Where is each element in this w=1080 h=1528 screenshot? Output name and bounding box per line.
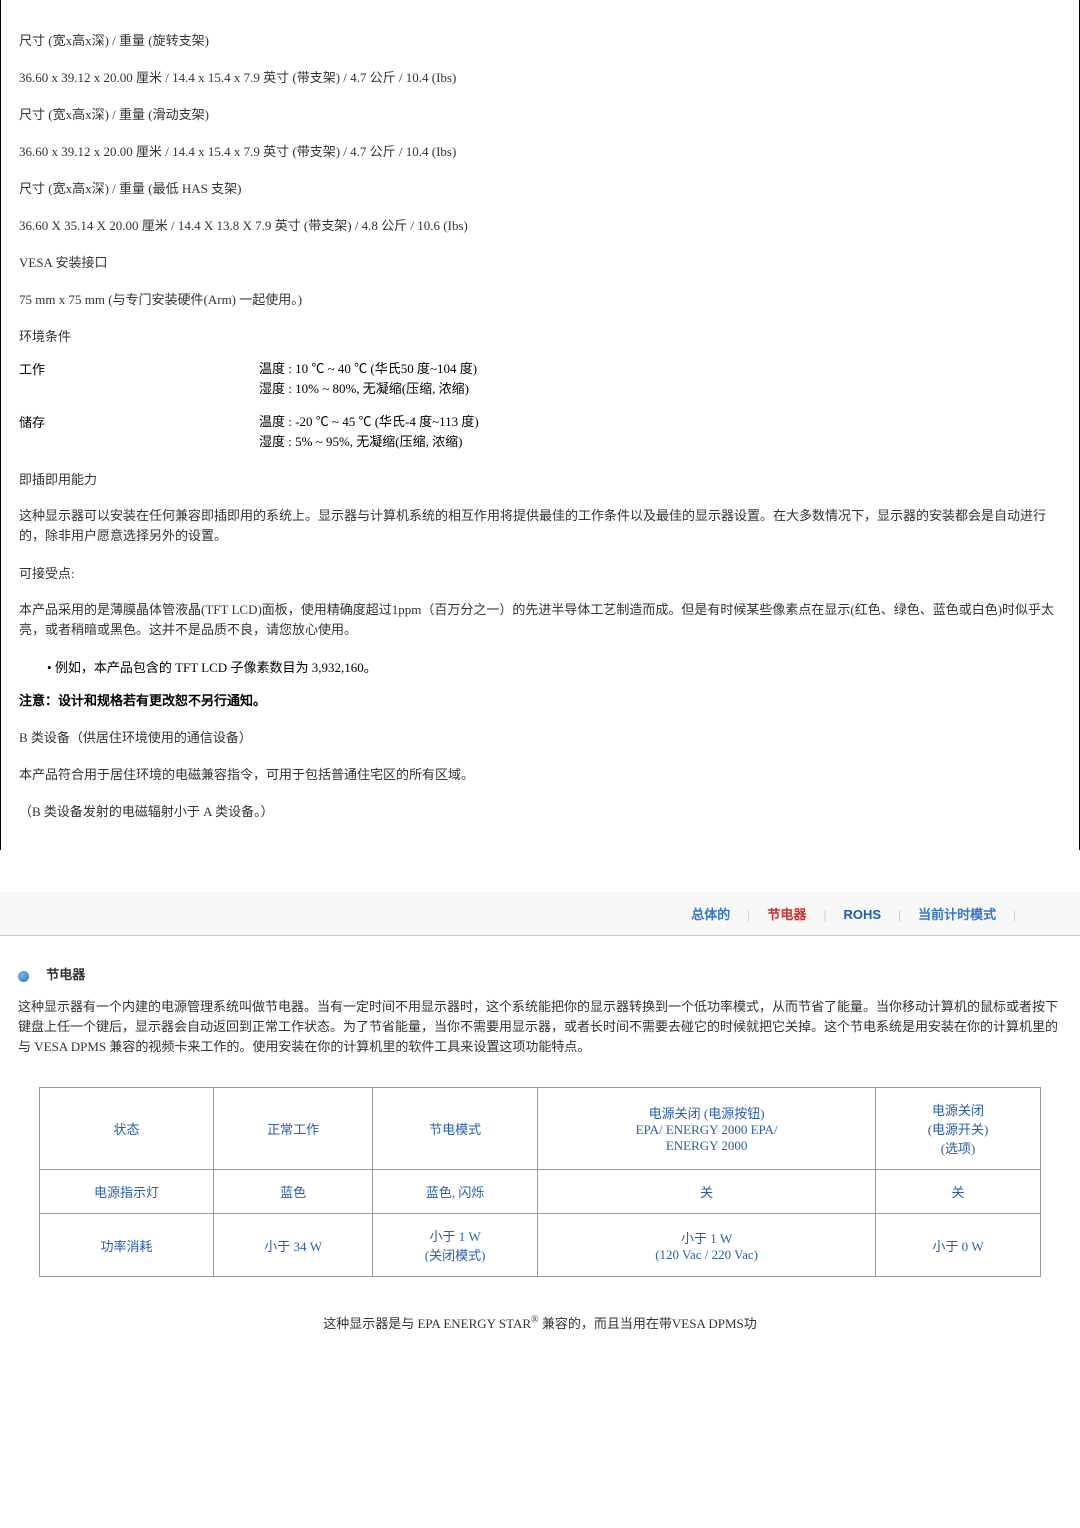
work-label: 工作: [19, 359, 259, 398]
dim3-value: 36.60 X 35.14 X 20.00 厘米 / 14.4 X 13.8 X…: [19, 215, 1061, 234]
accept-text: 本产品采用的是薄膜晶体管液晶(TFT LCD)面板，使用精确度超过1ppm（百万…: [19, 600, 1061, 639]
section-header: 节电器: [18, 964, 1062, 983]
tab-bar: 总体的 | 节电器 | ROHS | 当前计时模式 |: [0, 892, 1080, 936]
store-temp: 温度 : -20 ℃ ~ 45 ℃ (华氏-4 度~113 度): [259, 412, 479, 432]
pwr-off-btn: 小于 1 W (120 Vac / 220 Vac): [538, 1214, 876, 1277]
dim1-label: 尺寸 (宽x高x深) / 重量 (旋转支架): [19, 30, 1061, 49]
work-value: 温度 : 10 ℃ ~ 40 ℃ (华氏50 度~104 度) 湿度 : 10%…: [259, 359, 477, 398]
dim2-label: 尺寸 (宽x高x深) / 重量 (滑动支架): [19, 104, 1061, 123]
hdr-normal: 正常工作: [214, 1088, 373, 1170]
pwr-label: 功率消耗: [39, 1214, 213, 1277]
table-row: 状态 正常工作 节电模式 电源关闭 (电源按钮) EPA/ ENERGY 200…: [39, 1088, 1040, 1170]
hdr-state: 状态: [39, 1088, 213, 1170]
accept-label: 可接受点:: [19, 563, 1061, 582]
tab-sep: |: [894, 907, 905, 923]
led-off-sw: 关: [876, 1170, 1041, 1214]
store-label: 储存: [19, 412, 259, 451]
store-humid: 湿度 : 5% ~ 95%, 无凝缩(压缩, 浓缩): [259, 432, 479, 452]
footer-after: 兼容的，而且当用在带VESA DPMS功: [539, 1316, 757, 1331]
pnp-label: 即插即用能力: [19, 469, 1061, 488]
env-label: 环境条件: [19, 326, 1061, 345]
tab-rohs[interactable]: ROHS: [833, 907, 891, 922]
tab-sep: |: [743, 907, 754, 923]
table-row: 电源指示灯 蓝色 蓝色, 闪烁 关 关: [39, 1170, 1040, 1214]
led-label: 电源指示灯: [39, 1170, 213, 1214]
tab-sep: |: [1009, 907, 1020, 923]
bullet-icon: [18, 971, 29, 982]
pnp-text: 这种显示器可以安装在任何兼容即插即用的系统上。显示器与计算机系统的相互作用将提供…: [19, 506, 1061, 545]
dim2-value: 36.60 x 39.12 x 20.00 厘米 / 14.4 x 15.4 x…: [19, 141, 1061, 160]
section-title: 节电器: [46, 967, 85, 982]
led-save: 蓝色, 闪烁: [373, 1170, 538, 1214]
hdr-off-switch: 电源关闭 (电源开关) (选项): [876, 1088, 1041, 1170]
powersaver-section: 节电器 这种显示器有一个内建的电源管理系统叫做节电器。当有一定时间不用显示器时，…: [0, 936, 1080, 1362]
class-b-2: 本产品符合用于居住环境的电磁兼容指令，可用于包括普通住宅区的所有区域。: [19, 764, 1061, 783]
hdr-off-button: 电源关闭 (电源按钮) EPA/ ENERGY 2000 EPA/ ENERGY…: [538, 1088, 876, 1170]
dim1-value: 36.60 x 39.12 x 20.00 厘米 / 14.4 x 15.4 x…: [19, 67, 1061, 86]
reg-mark: ®: [531, 1315, 539, 1326]
vesa-value: 75 mm x 75 mm (与专门安装硬件(Arm) 一起使用。): [19, 289, 1061, 308]
footer-before: 这种显示器是与 EPA ENERGY STAR: [323, 1316, 531, 1331]
tab-sep: |: [820, 907, 831, 923]
spec-panel: 尺寸 (宽x高x深) / 重量 (旋转支架) 36.60 x 39.12 x 2…: [0, 0, 1080, 850]
env-work-row: 工作 温度 : 10 ℃ ~ 40 ℃ (华氏50 度~104 度) 湿度 : …: [19, 359, 1061, 398]
env-store-row: 储存 温度 : -20 ℃ ~ 45 ℃ (华氏-4 度~113 度) 湿度 :…: [19, 412, 1061, 451]
class-b-1: B 类设备（供居住环境使用的通信设备）: [19, 727, 1061, 746]
work-humid: 湿度 : 10% ~ 80%, 无凝缩(压缩, 浓缩): [259, 379, 477, 399]
dim3-label: 尺寸 (宽x高x深) / 重量 (最低 HAS 支架): [19, 178, 1061, 197]
design-note: 注意：设计和规格若有更改恕不另行通知。: [19, 690, 1061, 709]
work-temp: 温度 : 10 ℃ ~ 40 ℃ (华氏50 度~104 度): [259, 359, 477, 379]
tab-overall[interactable]: 总体的: [681, 904, 740, 923]
pwr-save: 小于 1 W (关闭模式): [373, 1214, 538, 1277]
table-row: 功率消耗 小于 34 W 小于 1 W (关闭模式) 小于 1 W (120 V…: [39, 1214, 1040, 1277]
led-normal: 蓝色: [214, 1170, 373, 1214]
vesa-label: VESA 安装接口: [19, 252, 1061, 271]
class-b-3: （B 类设备发射的电磁辐射小于 A 类设备。）: [19, 801, 1061, 820]
tab-powersaver[interactable]: 节电器: [757, 904, 816, 923]
hdr-save: 节电模式: [373, 1088, 538, 1170]
pwr-normal: 小于 34 W: [214, 1214, 373, 1277]
bullet-example: 例如，本产品包含的 TFT LCD 子像素数目为 3,932,160。: [47, 657, 1061, 676]
pwr-off-sw: 小于 0 W: [876, 1214, 1041, 1277]
tab-timing[interactable]: 当前计时模式: [908, 904, 1006, 923]
power-table: 状态 正常工作 节电模式 电源关闭 (电源按钮) EPA/ ENERGY 200…: [39, 1087, 1041, 1277]
led-off-btn: 关: [538, 1170, 876, 1214]
footer-line: 这种显示器是与 EPA ENERGY STAR® 兼容的，而且当用在带VESA …: [18, 1313, 1062, 1332]
store-value: 温度 : -20 ℃ ~ 45 ℃ (华氏-4 度~113 度) 湿度 : 5%…: [259, 412, 479, 451]
powersaver-intro: 这种显示器有一个内建的电源管理系统叫做节电器。当有一定时间不用显示器时，这个系统…: [18, 997, 1062, 1057]
